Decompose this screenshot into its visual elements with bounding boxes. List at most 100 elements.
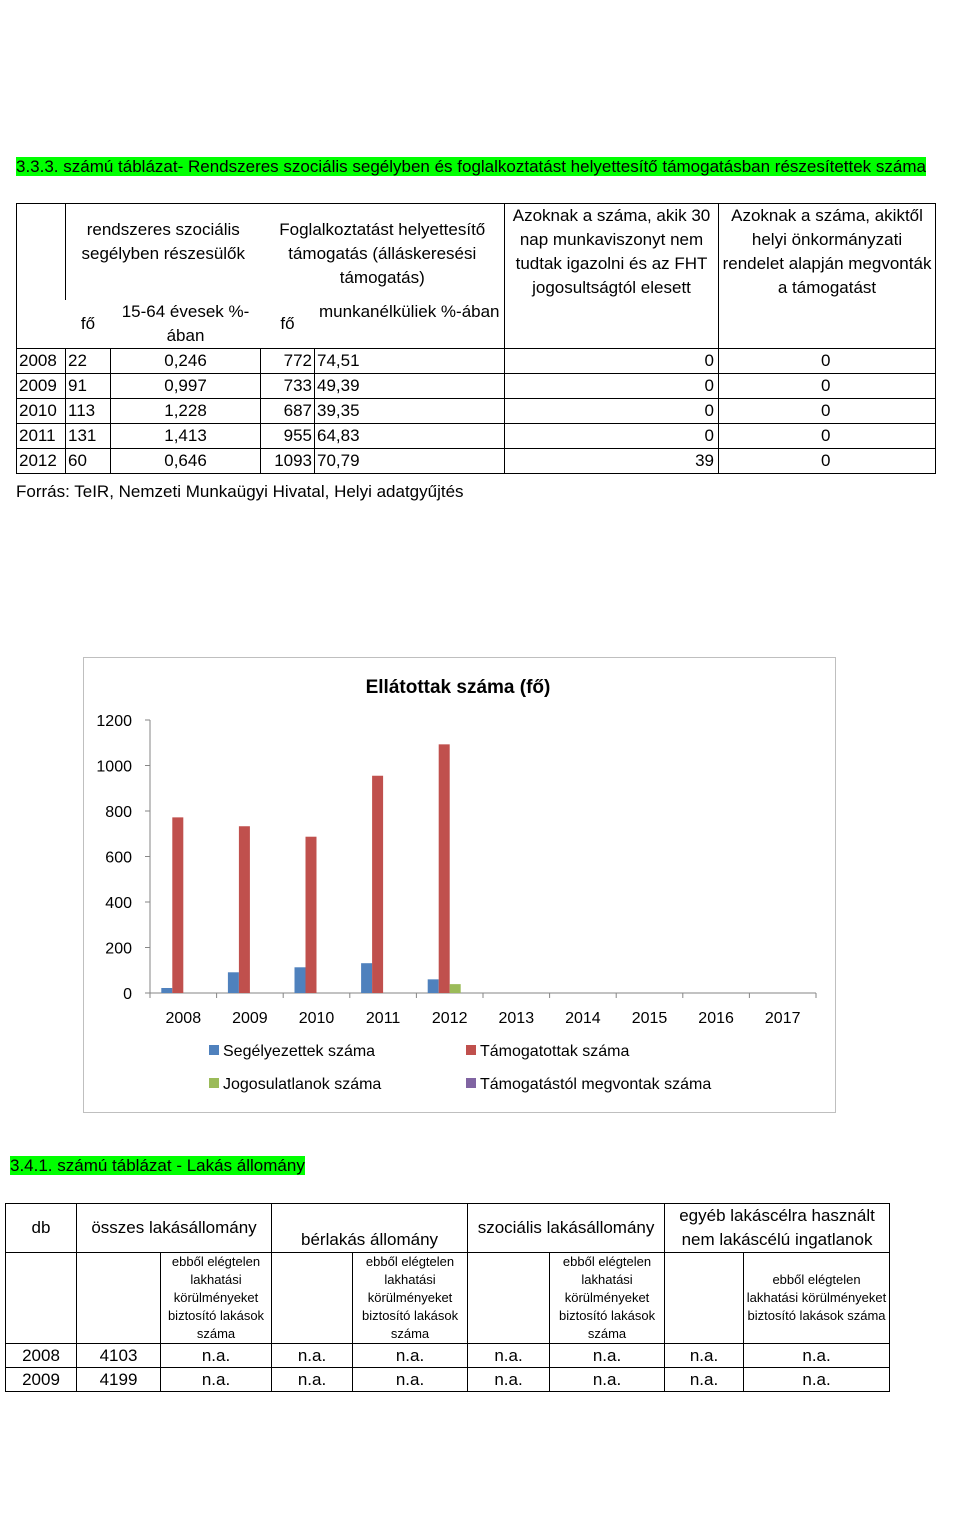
legend-label: Támogatástól megvontak száma [480,1076,711,1093]
bar-2012-series-1 [427,979,439,993]
cell-fo1: 22 [65,348,111,374]
y-tick-label: 1000 [96,759,132,776]
housing-table: db összes lakásállomány bérlakás állomán… [5,1203,891,1392]
table2-subheader-row: ebből elégtelen lakhatási körülményeket … [5,1252,891,1344]
cell-year: 2008 [5,1343,77,1368]
table-row: 2011 131 1,413 955 64,83 0 0 [16,423,937,449]
table1-header-corner [16,203,66,300]
x-tick-label: 2015 [632,1010,668,1027]
x-tick-label: 2016 [698,1010,734,1027]
subheader-empty [664,1252,745,1344]
subheader-empty [467,1252,551,1344]
bar-2008-series-2 [172,817,184,993]
table1-caption: 3.3.3. számú táblázat- Rendszeres szociá… [16,155,938,179]
cell-value: n.a. [743,1367,891,1392]
x-tick-label: 2014 [565,1010,601,1027]
chart-title: Ellátottak száma (fő) [366,677,551,698]
legend-swatch [466,1078,476,1088]
subheader-inadequate: ebből elégtelen lakhatási körülményeket … [159,1252,273,1344]
y-tick-label: 200 [105,941,132,958]
legend-label: Támogatottak száma [480,1043,630,1060]
header-social-stock: szociális lakásállomány [467,1203,666,1253]
header-total-stock: összes lakásállomány [75,1203,273,1253]
table-row: 2008 4103 n.a. n.a. n.a. n.a. n.a. n.a. … [5,1343,891,1368]
subheader-inadequate: ebből elégtelen lakhatási körülményeket … [549,1252,666,1344]
welfare-table: rendszeres szociális segélyben részesülő… [16,203,937,474]
legend-label: Segélyezettek száma [223,1043,375,1060]
cell-value: n.a. [549,1343,666,1368]
subheader-inadequate: ebből elégtelen lakhatási körülményeket … [352,1252,469,1344]
cell-value: n.a. [549,1367,666,1392]
header-db: db [5,1203,77,1253]
table-row: 2008 22 0,246 772 74,51 0 0 [16,348,937,374]
cell-pct1: 0,246 [109,348,262,374]
subheader-fo-1: fő [65,300,111,349]
cell-year: 2010 [16,398,66,424]
subheader-empty-year [16,300,66,349]
cell-value: n.a. [664,1367,745,1392]
cell-year: 2009 [16,373,66,399]
x-tick-label: 2013 [499,1010,535,1027]
cell-fo1: 60 [65,448,111,474]
cell-total: 4199 [76,1367,161,1392]
cell-lost: 39 [504,448,720,474]
cell-value: n.a. [271,1343,354,1368]
y-tick-label: 800 [105,804,132,821]
x-tick-label: 2009 [232,1010,268,1027]
cell-fo2: 772 [260,348,316,374]
cell-revoked: 0 [718,348,937,374]
bar-2012-series-3 [449,984,461,993]
table-row: 2009 91 0,997 733 49,39 0 0 [16,373,937,399]
subheader-fo-2: fő [260,300,315,349]
y-tick-label: 1200 [96,713,132,730]
cell-pct2: 49,39 [314,373,506,399]
x-tick-label: 2011 [366,1010,401,1027]
legend-label: Jogosulatlanok száma [223,1076,381,1093]
bar-2011-series-2 [372,775,384,993]
subheader-pct-unemployed: munkanélküliek %-ában [314,300,506,349]
chart-area: Ellátottak száma (fő) 0 200 400 600 800 1000 12… [83,657,836,1113]
cell-pct1: 1,228 [109,398,262,424]
cell-year: 2012 [16,448,66,474]
cell-revoked: 0 [718,448,937,474]
cell-fo1: 91 [65,373,111,399]
cell-fo1: 131 [65,423,111,449]
cell-value: n.a. [743,1343,891,1368]
cell-value: n.a. [352,1343,469,1368]
legend-swatch [209,1078,219,1088]
bar-2008-series-1 [161,987,173,993]
cell-value: n.a. [664,1343,745,1368]
cell-value: n.a. [352,1367,469,1392]
cell-revoked: 0 [718,373,937,399]
x-tick-label: 2008 [166,1010,202,1027]
cell-lost: 0 [504,373,720,399]
cell-year: 2011 [16,423,66,449]
cell-lost: 0 [504,398,720,424]
table2-caption-text: 3.4.1. számú táblázat - Lakás állomány [10,1156,305,1175]
y-tick-label: 0 [123,986,132,1003]
cell-fo2: 733 [260,373,316,399]
cell-pct2: 70,79 [314,448,506,474]
table1-caption-text: 3.3.3. számú táblázat- Rendszeres szociá… [16,157,926,176]
cell-value: n.a. [159,1367,273,1392]
x-tick-label: 2012 [432,1010,468,1027]
y-tick-label: 400 [105,895,132,912]
table-row: 2009 4199 n.a. n.a. n.a. n.a. n.a. n.a. … [5,1367,891,1392]
cell-fo2: 1093 [260,448,316,474]
cell-value: n.a. [467,1343,551,1368]
table1-subheader-row: fő 15-64 évesek %-ában fő munkanélküliek… [16,300,937,349]
table1-source-note: Forrás: TeIR, Nemzeti Munkaügyi Hivatal,… [16,482,464,501]
x-tick-label: 2010 [299,1010,335,1027]
cell-pct1: 0,997 [109,373,262,399]
header-revoked: Azoknak a száma, akiktől helyi önkormány… [718,203,937,300]
cell-pct2: 64,83 [314,423,506,449]
header-other-use: egyéb lakáscélra használt nem lakáscélú … [664,1203,891,1253]
subheader-empty [5,1252,77,1344]
table2-caption: 3.4.1. számú táblázat - Lakás állomány [10,1154,305,1178]
y-tick-label: 600 [105,850,132,867]
bar-chart: Ellátottak száma (fő) 0 200 400 600 800 1000 12… [96,677,817,1093]
table2-header-row: db összes lakásállomány bérlakás állomán… [5,1203,891,1253]
legend-swatch [209,1045,219,1055]
cell-pct1: 0,646 [109,448,262,474]
header-lost-eligibility: Azoknak a száma, akik 30 nap munkaviszon… [504,203,720,300]
